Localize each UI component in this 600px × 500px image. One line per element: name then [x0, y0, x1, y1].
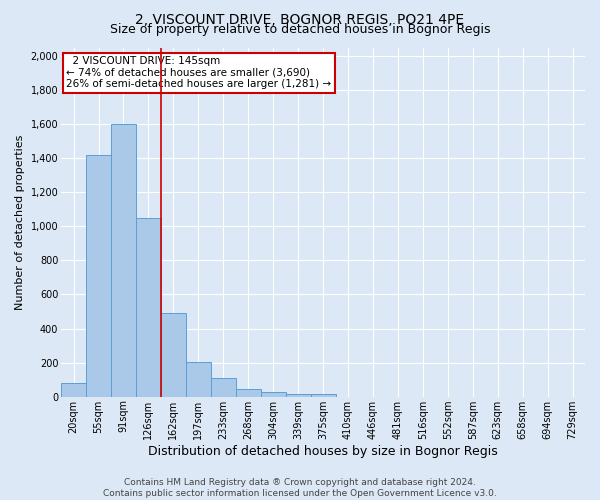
- Text: Contains HM Land Registry data ® Crown copyright and database right 2024.
Contai: Contains HM Land Registry data ® Crown c…: [103, 478, 497, 498]
- Text: 2, VISCOUNT DRIVE, BOGNOR REGIS, PO21 4PE: 2, VISCOUNT DRIVE, BOGNOR REGIS, PO21 4P…: [136, 12, 464, 26]
- X-axis label: Distribution of detached houses by size in Bognor Regis: Distribution of detached houses by size …: [148, 444, 498, 458]
- Bar: [211, 378, 236, 396]
- Bar: [260, 392, 286, 396]
- Bar: [61, 383, 86, 396]
- Bar: [86, 155, 111, 396]
- Bar: [286, 394, 311, 396]
- Bar: [161, 313, 186, 396]
- Bar: [136, 218, 161, 396]
- Bar: [311, 394, 335, 396]
- Text: 2 VISCOUNT DRIVE: 145sqm
← 74% of detached houses are smaller (3,690)
26% of sem: 2 VISCOUNT DRIVE: 145sqm ← 74% of detach…: [67, 56, 331, 90]
- Text: Size of property relative to detached houses in Bognor Regis: Size of property relative to detached ho…: [110, 22, 490, 36]
- Bar: [111, 124, 136, 396]
- Bar: [186, 362, 211, 396]
- Bar: [236, 389, 260, 396]
- Y-axis label: Number of detached properties: Number of detached properties: [15, 134, 25, 310]
